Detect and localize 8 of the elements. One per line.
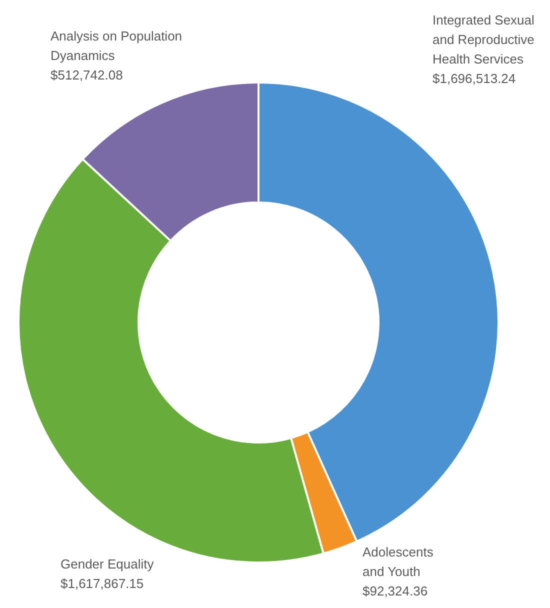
slice-label: Adolescents and Youth: [362, 544, 434, 579]
data-label: $92,324.36: [362, 584, 428, 598]
slice-label: Gender Equality: [60, 556, 154, 572]
data-label: $1,617,867.15: [60, 576, 144, 591]
data-label: $512,742.08: [50, 68, 123, 82]
slice-label: Analysis on Population Dyanamics: [50, 28, 182, 63]
data-label: $1,696,513.24: [432, 71, 516, 86]
slice-label: Integrated Sexual and Reproductive Health Services: [432, 12, 535, 66]
